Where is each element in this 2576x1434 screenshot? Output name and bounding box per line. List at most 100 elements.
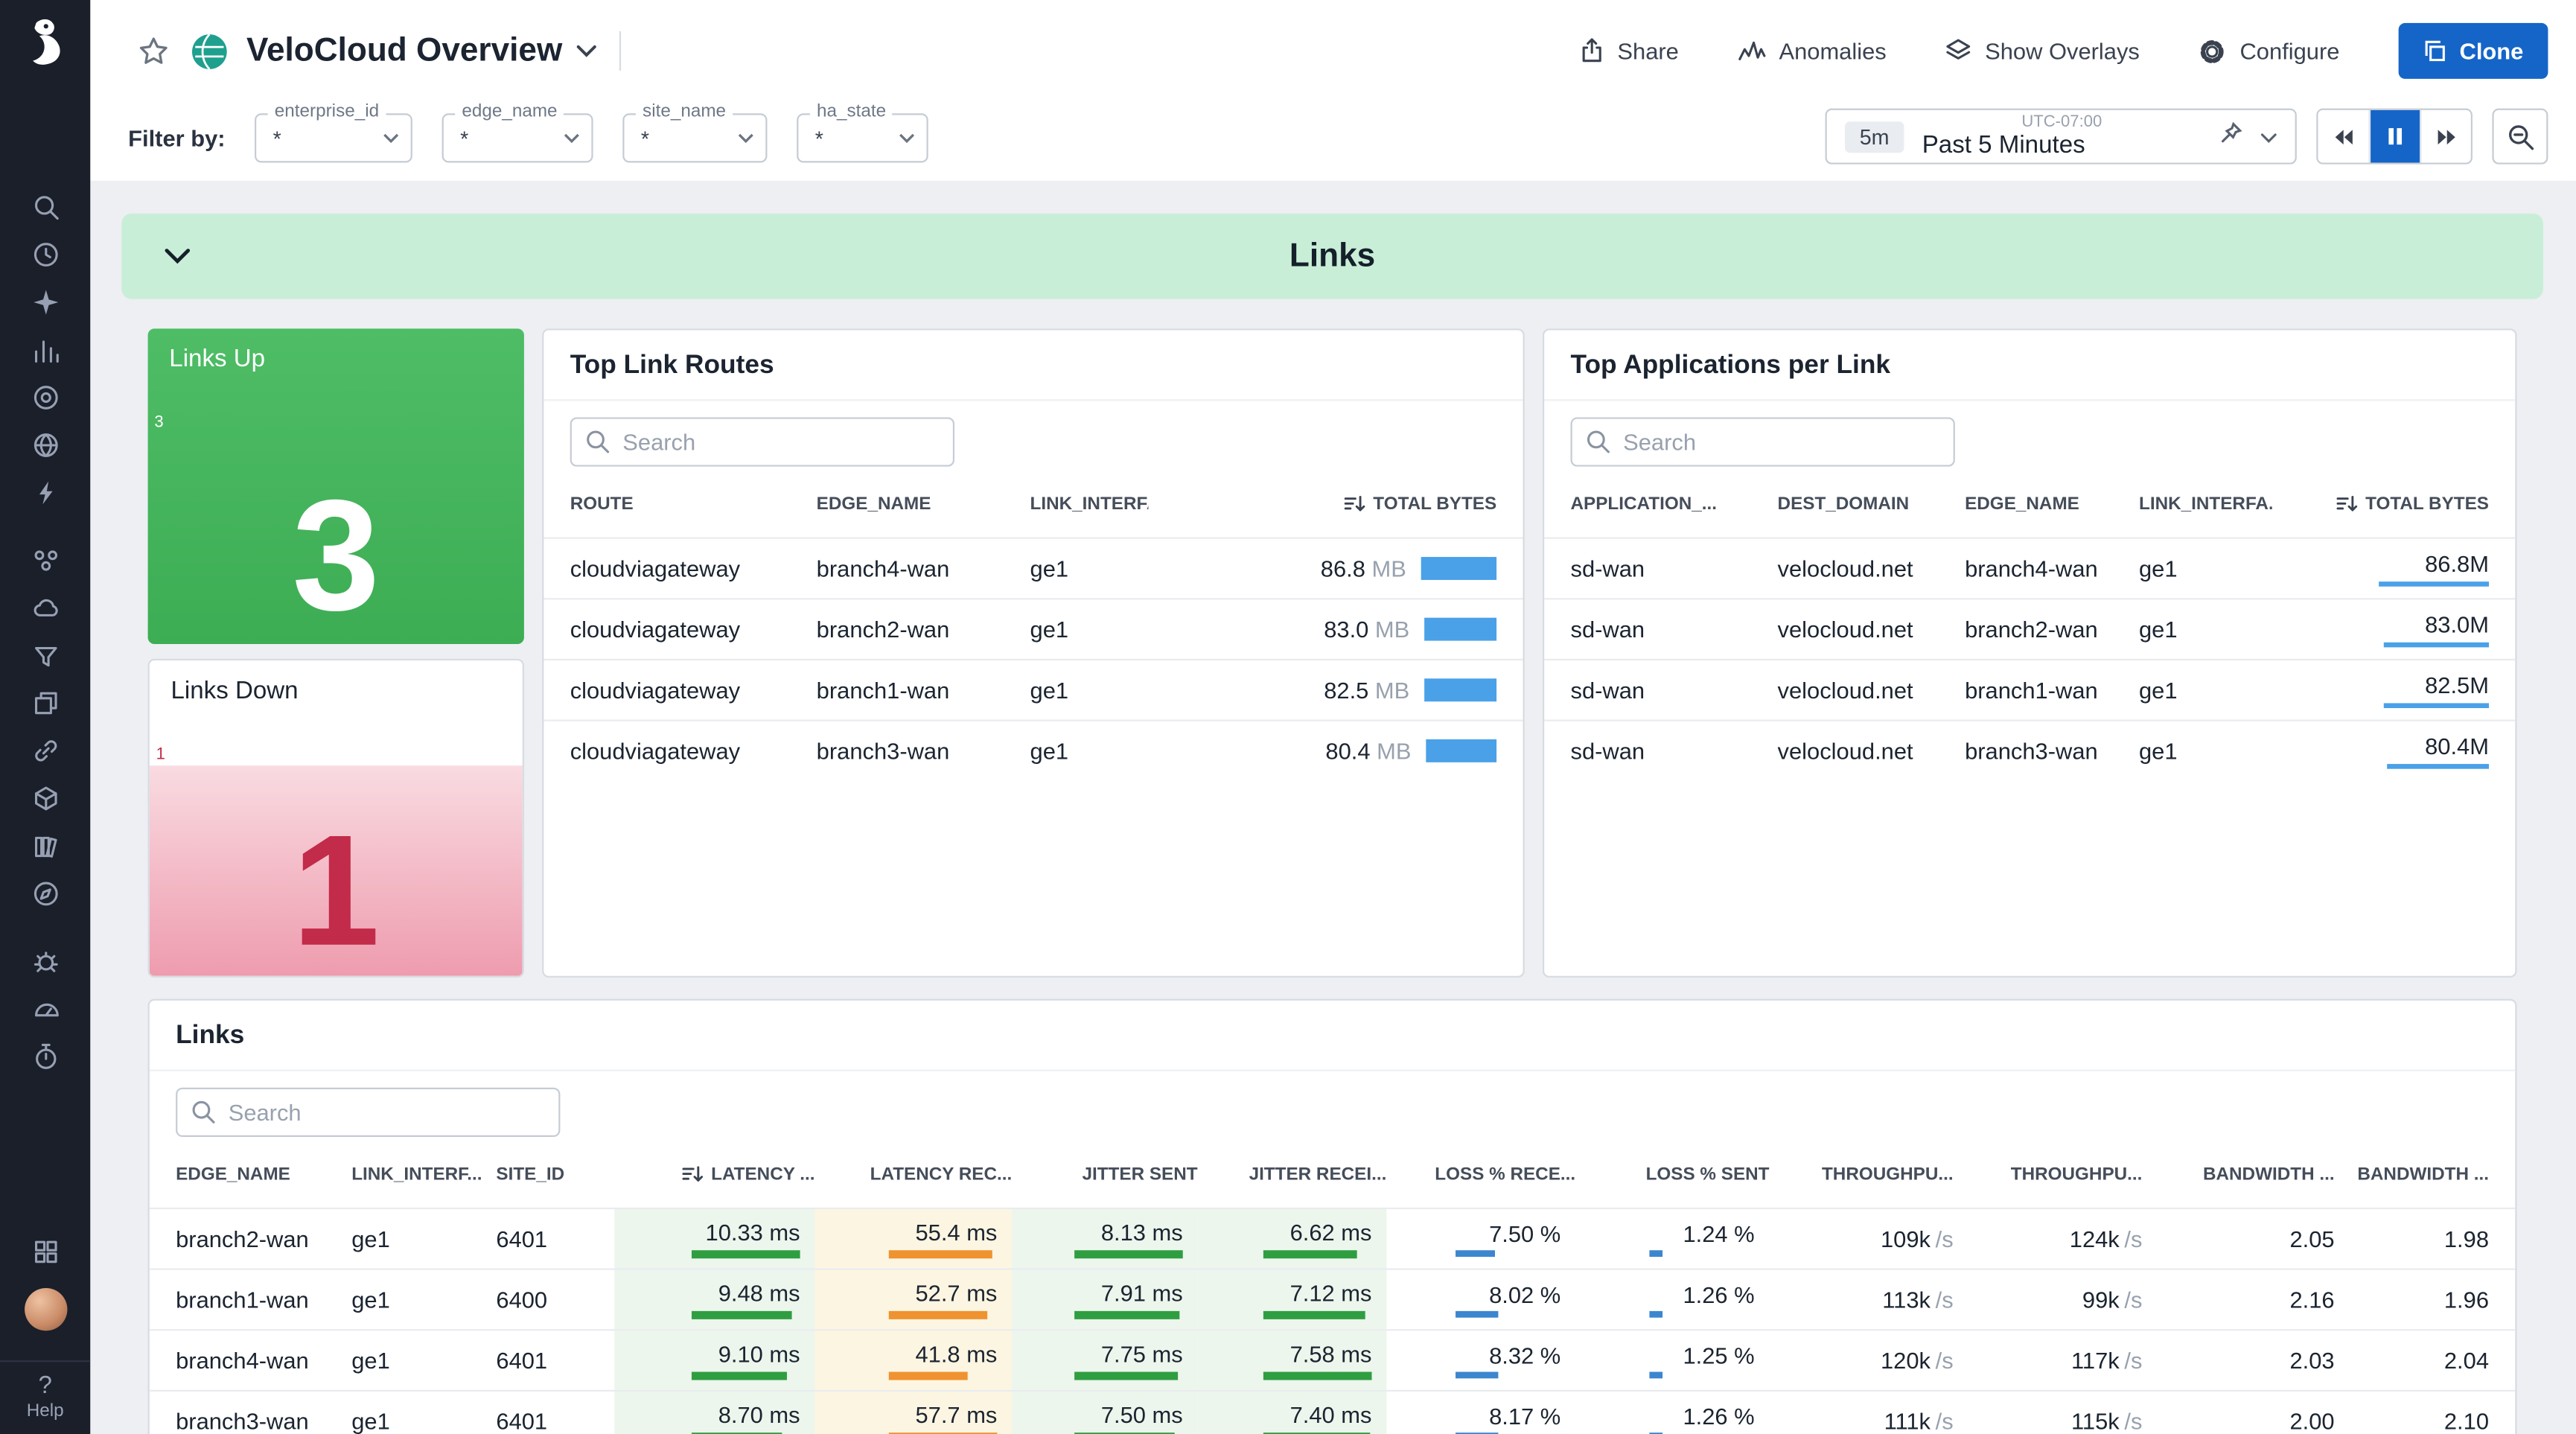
loss-received-cell: 8.17 % — [1386, 1392, 1575, 1434]
bytes-bar — [1421, 557, 1497, 580]
table-row[interactable]: sd-wan velocloud.net branch3-wan ge1 80.… — [1544, 719, 2516, 780]
integrations-icon[interactable] — [14, 1227, 77, 1275]
links-down-card[interactable]: Links Down 1 1 — [147, 658, 524, 978]
col-edge-name[interactable]: EDGE_NAME — [816, 494, 931, 514]
windows-icon[interactable] — [14, 678, 77, 726]
edge-name-cell: branch1-wan — [816, 677, 950, 704]
filter-edge-name[interactable]: edge_name * — [441, 101, 593, 163]
target-icon[interactable] — [14, 373, 77, 421]
pin-icon[interactable] — [2219, 121, 2242, 152]
title-chevron-down-icon[interactable] — [577, 45, 597, 58]
bug-icon[interactable] — [14, 937, 77, 984]
zoom-out-button[interactable] — [2492, 108, 2548, 165]
col-bandwidth-received[interactable]: BANDWIDTH ... — [2202, 1164, 2335, 1185]
section-title: Links — [1289, 237, 1376, 274]
col-link-interface[interactable]: LINK_INTERF... — [351, 1164, 482, 1185]
bar-chart-icon[interactable] — [14, 325, 77, 373]
table-row[interactable]: sd-wan velocloud.net branch2-wan ge1 83.… — [1544, 598, 2516, 659]
col-dest-domain[interactable]: DEST_DOMAIN — [1777, 494, 1910, 514]
table-row[interactable]: branch4-wan ge1 6401 9.10 ms 41.8 ms 7.7… — [149, 1329, 2516, 1390]
col-latency-received[interactable]: LATENCY REC... — [870, 1164, 1013, 1185]
metric-bar — [1649, 1310, 1663, 1318]
filter-site-name[interactable]: site_name * — [622, 101, 768, 163]
favorite-star-icon[interactable] — [138, 35, 169, 66]
col-edge-name[interactable]: EDGE_NAME — [1965, 494, 2079, 514]
links-up-card[interactable]: Links Up 3 3 — [147, 328, 524, 644]
edge-name-cell: branch2-wan — [816, 616, 950, 643]
col-site-id[interactable]: SITE_ID — [496, 1164, 565, 1185]
table-row[interactable]: cloudviagateway branch1-wan ge1 82.5 MB — [543, 658, 1523, 720]
application-cell: sd-wan — [1570, 555, 1645, 582]
apps-search-input[interactable] — [1570, 417, 1955, 467]
rewind-button[interactable] — [2318, 109, 2369, 163]
links-section-banner[interactable]: Links — [121, 213, 2543, 299]
gauge-icon[interactable] — [14, 984, 77, 1032]
col-total-bytes[interactable]: TOTAL BYTES — [1148, 494, 1496, 514]
collapse-chevron-icon[interactable] — [165, 248, 191, 264]
metric-bar — [1456, 1433, 1499, 1434]
col-link-interface[interactable]: LINK_INTERFA... — [2138, 494, 2272, 514]
link-interface-cell: ge1 — [1030, 677, 1069, 704]
table-row[interactable]: branch3-wan ge1 6401 8.70 ms 57.7 ms 7.5… — [149, 1389, 2516, 1434]
search-icon[interactable] — [14, 182, 77, 230]
col-route[interactable]: ROUTE — [570, 494, 634, 514]
configure-label: Configure — [2239, 37, 2340, 65]
col-edge-name[interactable]: EDGE_NAME — [176, 1164, 290, 1185]
col-bandwidth-sent[interactable]: BANDWIDTH ... — [2357, 1164, 2489, 1185]
col-throughput-sent[interactable]: THROUGHPU... — [2010, 1164, 2143, 1185]
globe-network-icon[interactable] — [14, 421, 77, 468]
funnel-icon[interactable] — [14, 631, 77, 678]
compass-icon[interactable] — [14, 869, 77, 917]
col-application[interactable]: APPLICATION_... — [1570, 494, 1717, 514]
metric-bar — [1456, 1310, 1498, 1318]
table-row[interactable]: branch1-wan ge1 6400 9.48 ms 52.7 ms 7.9… — [149, 1268, 2516, 1330]
col-loss-sent[interactable]: LOSS % SENT — [1645, 1164, 1770, 1185]
filter-label: ha_state — [810, 101, 893, 122]
time-chevron-down-icon[interactable] — [2260, 121, 2277, 151]
time-range-label: Past 5 Minutes — [1922, 131, 2085, 160]
table-row[interactable]: sd-wan velocloud.net branch4-wan ge1 86.… — [1544, 537, 2516, 599]
latency-sent-cell: 8.70 ms — [614, 1391, 815, 1434]
filter-enterprise-id[interactable]: enterprise_id * — [255, 101, 413, 163]
share-button[interactable]: Share — [1578, 38, 1679, 64]
table-row[interactable]: cloudviagateway branch2-wan ge1 83.0 MB — [543, 598, 1523, 659]
edge-name-cell: branch4-wan — [176, 1347, 309, 1374]
clone-button[interactable]: Clone — [2398, 22, 2548, 79]
loss-sent-cell: 1.26 % — [1575, 1270, 1769, 1329]
metric-bar — [691, 1310, 791, 1319]
filter-ha-state[interactable]: ha_state * — [797, 101, 929, 163]
timer-icon[interactable] — [14, 1032, 77, 1080]
library-icon[interactable] — [14, 821, 77, 869]
table-row[interactable]: branch2-wan ge1 6401 10.33 ms 55.4 ms 8.… — [149, 1207, 2516, 1269]
col-total-bytes[interactable]: TOTAL BYTES — [2272, 494, 2489, 514]
help-button[interactable]: ? Help — [27, 1372, 64, 1421]
app-logo[interactable] — [19, 13, 71, 77]
pause-button[interactable] — [2368, 109, 2420, 163]
bolt-icon[interactable] — [14, 468, 77, 516]
cluster-icon[interactable] — [14, 535, 77, 583]
table-row[interactable]: cloudviagateway branch3-wan ge1 80.4 MB — [543, 719, 1523, 780]
fast-forward-button[interactable] — [2420, 109, 2471, 163]
configure-button[interactable]: Configure — [2199, 37, 2339, 66]
link-icon[interactable] — [14, 726, 77, 774]
anomalies-button[interactable]: Anomalies — [1738, 38, 1887, 64]
sparkle-icon[interactable] — [14, 278, 77, 325]
table-row[interactable]: sd-wan velocloud.net branch1-wan ge1 82.… — [1544, 658, 2516, 720]
package-icon[interactable] — [14, 774, 77, 821]
user-avatar[interactable] — [23, 1287, 67, 1331]
col-throughput-received[interactable]: THROUGHPU... — [1821, 1164, 1954, 1185]
routes-search-input[interactable] — [570, 417, 955, 467]
col-jitter-received[interactable]: JITTER RECEI... — [1249, 1164, 1387, 1185]
show-overlays-button[interactable]: Show Overlays — [1945, 38, 2140, 64]
history-icon[interactable] — [14, 230, 77, 278]
col-latency-sent[interactable]: LATENCY ... — [614, 1164, 814, 1185]
cloud-icon[interactable] — [14, 583, 77, 631]
col-jitter-sent[interactable]: JITTER SENT — [1082, 1164, 1198, 1185]
time-range-selector[interactable]: 5m UTC-07:00 Past 5 Minutes — [1825, 108, 2297, 165]
loss-sent-cell: 1.25 % — [1575, 1331, 1769, 1389]
col-link-interface[interactable]: LINK_INTERFACE — [1030, 494, 1149, 514]
links-search-input[interactable] — [176, 1087, 561, 1137]
table-row[interactable]: cloudviagateway branch4-wan ge1 86.8 MB — [543, 537, 1523, 599]
col-loss-received[interactable]: LOSS % RECE... — [1435, 1164, 1576, 1185]
link-interface-cell: ge1 — [351, 1226, 390, 1252]
